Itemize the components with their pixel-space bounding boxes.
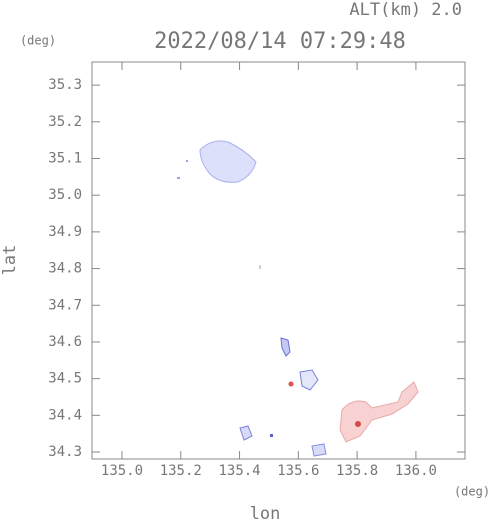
echo-blob [177, 177, 180, 179]
echo-blob [288, 381, 294, 387]
chart-subtitle: ALT(km) 2.0 [349, 0, 462, 20]
echo-blob [199, 140, 257, 183]
y-tick-label: 35.2 [48, 114, 82, 130]
y-tick-label: 34.7 [48, 297, 82, 313]
y-tick-label: 34.9 [48, 224, 82, 240]
y-tick-label: 35.0 [48, 187, 82, 203]
y-tick-label: 34.5 [48, 371, 82, 387]
chart-title: 2022/08/14 07:29:48 [154, 29, 406, 54]
y-axis-label: lat [0, 245, 20, 276]
plot-frame [91, 61, 466, 460]
y-unit: (deg) [20, 34, 56, 48]
x-unit: (deg) [454, 485, 490, 499]
echo-blob [239, 425, 253, 441]
echo-blob [186, 160, 188, 162]
echo-blob [339, 381, 419, 443]
x-tick-label: 135.4 [218, 463, 260, 479]
echo-blob [311, 443, 327, 457]
echo-areas [177, 140, 419, 457]
y-tick-label: 34.3 [48, 444, 82, 460]
echo-blob [355, 421, 361, 427]
x-tick-label: 135.2 [160, 463, 202, 479]
echo-blob [270, 434, 273, 437]
x-tick-label: 135.8 [336, 463, 378, 479]
x-tick-label: 135.6 [277, 463, 319, 479]
x-tick-label: 135.0 [101, 463, 143, 479]
echo-blob [299, 369, 319, 391]
y-tick-label: 34.6 [48, 334, 82, 350]
x-axis-label: lon [250, 504, 281, 521]
y-tick-label: 34.4 [48, 407, 82, 423]
y-tick-label: 35.1 [48, 150, 82, 166]
echo-blob [280, 337, 291, 357]
echo-blob [259, 265, 261, 269]
y-tick-label: 34.8 [48, 261, 82, 277]
x-tick-label: 136.0 [395, 463, 437, 479]
y-tick-label: 35.3 [48, 77, 82, 93]
